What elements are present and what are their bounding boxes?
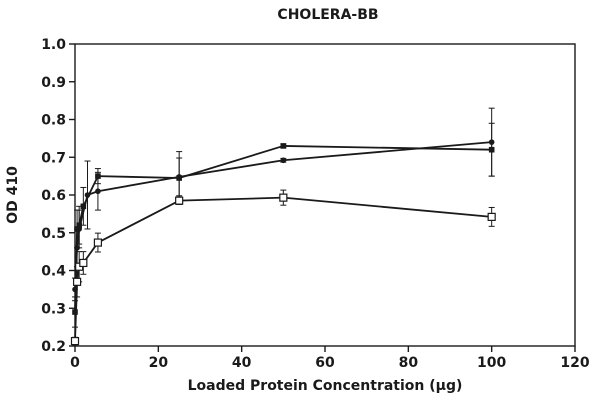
y-tick-label: 0.3 — [41, 301, 66, 317]
data-point — [487, 212, 496, 221]
x-axis-ticks: 0 20 40 60 80 100 120 — [70, 346, 590, 371]
data-point — [70, 336, 80, 346]
data-point — [176, 174, 182, 180]
series-line — [74, 141, 492, 290]
data-point — [84, 192, 91, 198]
series-line — [74, 196, 492, 342]
x-axis-label: Loaded Protein Concentration (μg) — [188, 378, 463, 394]
x-tick-label: 40 — [232, 355, 252, 371]
data-point — [95, 188, 101, 195]
data-point — [76, 226, 82, 232]
series-filled-circle — [72, 107, 495, 302]
data-point — [279, 193, 288, 202]
plot-frame — [74, 43, 576, 347]
chart-title: CHOLERA-BB — [277, 7, 378, 23]
data-point — [280, 143, 287, 149]
data-point — [72, 277, 82, 286]
y-tick-label: 0.7 — [41, 150, 66, 166]
y-tick-label: 0.8 — [41, 113, 66, 129]
y-tick-label: 0.9 — [41, 75, 66, 91]
data-point — [79, 258, 88, 268]
y-axis-label: OD 410 — [5, 166, 21, 224]
x-tick-label: 80 — [399, 355, 419, 371]
y-tick-label: 0.6 — [41, 188, 66, 204]
data-point — [175, 196, 184, 205]
data-point — [80, 203, 87, 210]
series-open-square — [70, 189, 496, 346]
x-tick-label: 20 — [149, 355, 169, 371]
data-point — [74, 245, 80, 251]
y-axis-ticks: 0.2 0.3 0.4 0.5 0.6 0.7 0.8 0.9 1.0 — [41, 37, 75, 355]
series-filled-square — [72, 122, 495, 328]
data-point — [488, 139, 495, 145]
y-tick-label: 1.0 — [41, 37, 66, 53]
x-tick-label: 0 — [70, 355, 80, 371]
series-line — [74, 145, 492, 313]
x-tick-label: 60 — [315, 355, 335, 371]
y-tick-label: 0.4 — [41, 264, 66, 280]
data-point — [72, 309, 78, 315]
x-tick-label: 100 — [477, 355, 506, 371]
data-point — [93, 238, 103, 247]
y-tick-label: 0.2 — [41, 339, 66, 355]
y-tick-label: 0.5 — [41, 226, 66, 242]
series-layer — [70, 107, 496, 346]
x-tick-label: 120 — [560, 355, 589, 371]
data-point — [280, 157, 287, 164]
